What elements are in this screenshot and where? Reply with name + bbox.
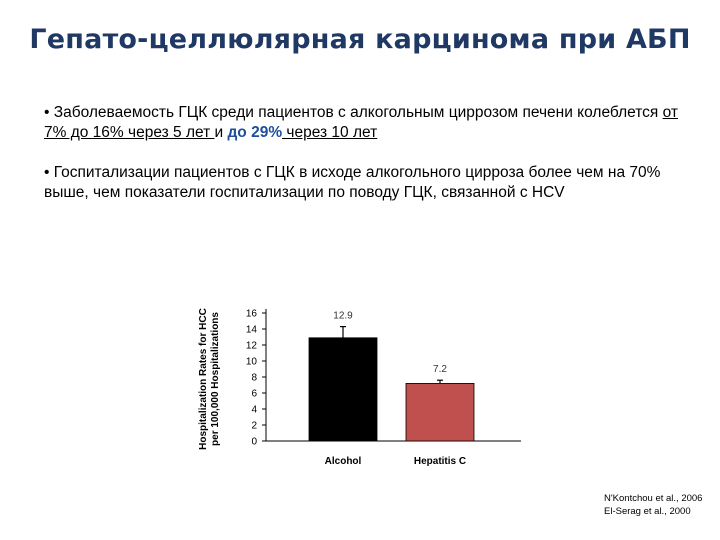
slide-title: Гепато-целлюлярная карцинома при АБП <box>29 24 691 55</box>
bullet-marker: • <box>44 164 50 181</box>
y-tick-label: 8 <box>251 373 257 384</box>
y-tick-label: 4 <box>251 405 257 416</box>
incidence-5-year: от 7% до 16% через 5 лет <box>44 104 678 141</box>
y-axis-label-line2: per 100,000 Hospitalizations <box>210 312 221 446</box>
hospitalization-bar-chart: Hospitalization Rates for HCC per 100,00… <box>198 308 521 467</box>
y-axis-label-line1: Hospitalization Rates for HCC <box>198 308 209 450</box>
y-tick-label: 10 <box>246 357 258 368</box>
data-label: 7.2 <box>433 364 447 375</box>
y-tick-label: 0 <box>251 437 257 448</box>
references: N'Kontchou et al., 2006 El-Serag et al.,… <box>604 492 702 518</box>
y-tick-label: 12 <box>246 341 258 352</box>
data-label: 12.9 <box>333 311 353 322</box>
bar-hepatitis-c <box>405 383 475 442</box>
bullet-hospitalization: • Госпитализации пациентов с ГЦК в исход… <box>44 163 684 203</box>
bullet-marker: • <box>44 104 50 121</box>
incidence-text-start: Заболеваемость ГЦК среди пациентов с алк… <box>53 104 663 121</box>
bullet-incidence: • Заболеваемость ГЦК среди пациентов с а… <box>44 103 684 143</box>
x-category-label: Alcohol <box>325 456 362 467</box>
y-tick-label: 16 <box>246 309 258 320</box>
incidence-29-percent: до 29% <box>227 124 283 141</box>
y-tick-label: 14 <box>246 325 258 336</box>
reference-2: El-Serag et al., 2000 <box>604 506 691 517</box>
y-tick-label: 6 <box>251 389 257 400</box>
reference-1: N'Kontchou et al., 2006 <box>604 493 703 504</box>
incidence-10-year: через 10 лет <box>282 124 378 141</box>
hospitalization-text: Госпитализации пациентов с ГЦК в исходе … <box>44 164 661 201</box>
bullet-list: • Заболеваемость ГЦК среди пациентов с а… <box>44 103 684 223</box>
incidence-connector: и <box>214 124 228 141</box>
y-tick-label: 2 <box>251 421 257 432</box>
x-category-label: Hepatitis C <box>414 456 466 467</box>
bar-alcohol <box>308 337 378 442</box>
